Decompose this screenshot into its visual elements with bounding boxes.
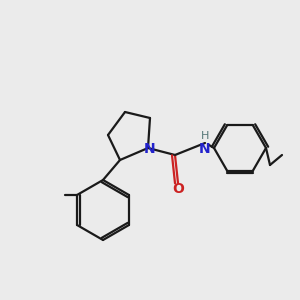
Text: O: O bbox=[172, 182, 184, 196]
Text: H: H bbox=[201, 131, 209, 141]
Text: N: N bbox=[144, 142, 156, 156]
Text: N: N bbox=[199, 142, 211, 156]
